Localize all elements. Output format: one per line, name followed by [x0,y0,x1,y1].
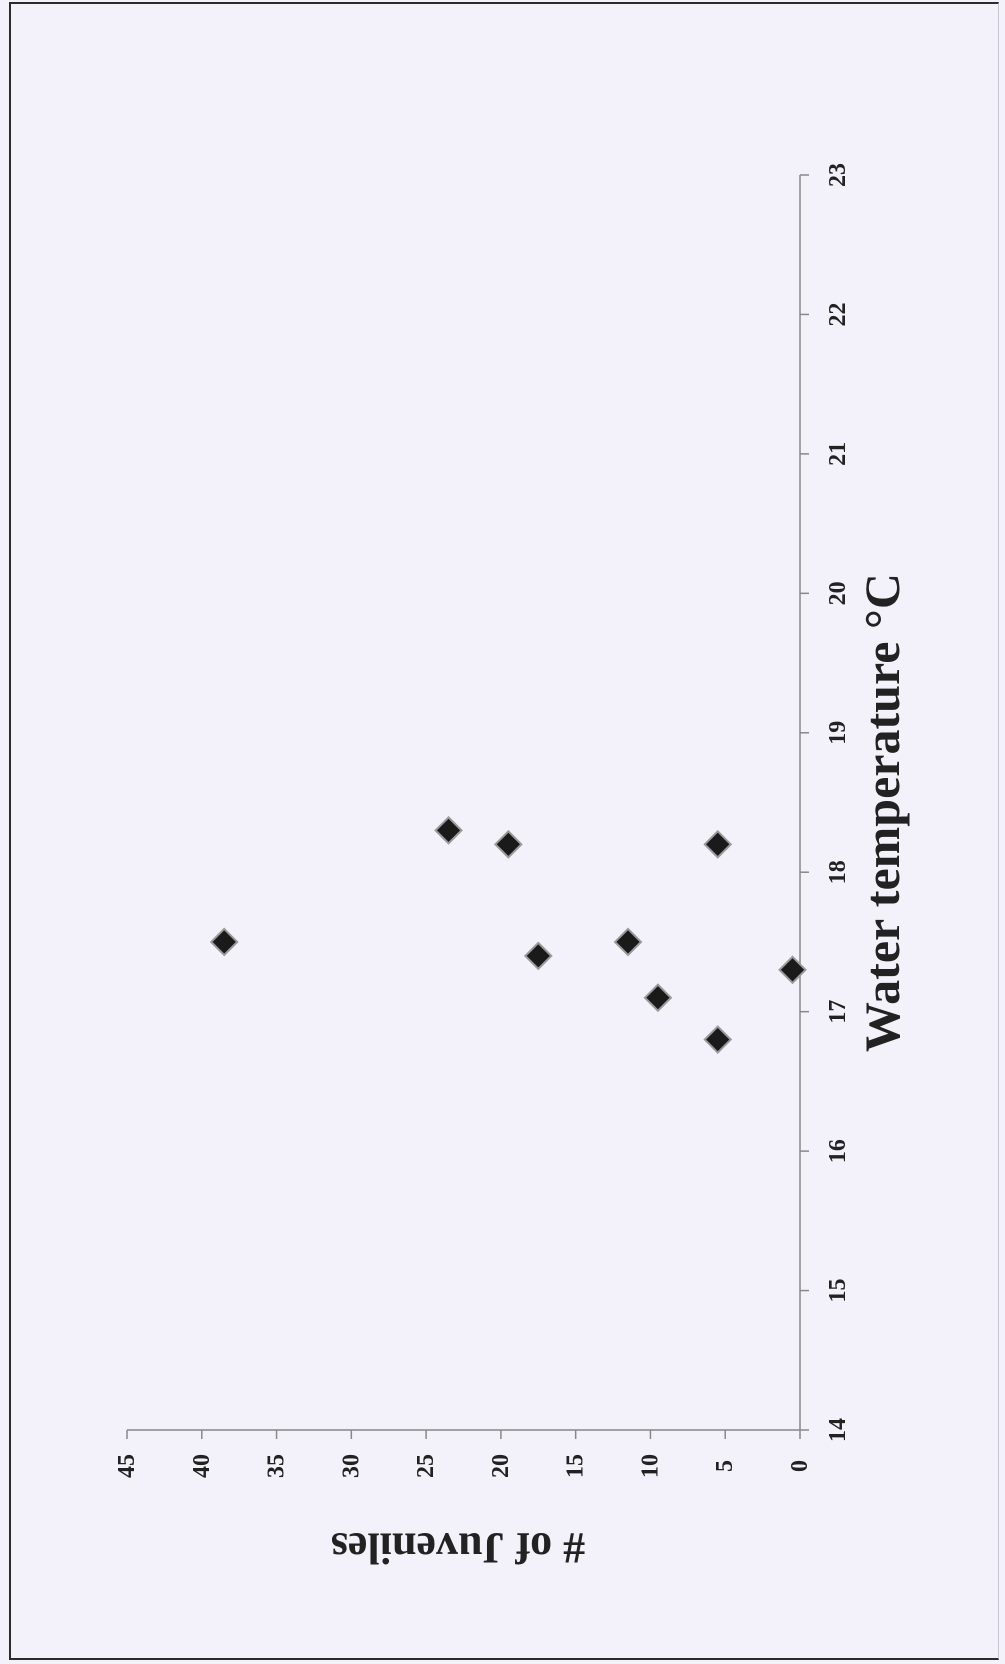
x-tick-label: 19 [825,721,851,745]
x-tick-label: 15 [825,1279,851,1303]
x-tick-label: 16 [825,1139,851,1163]
data-point [643,983,673,1013]
y-tick-label: 5 [712,1460,738,1472]
x-tick-label: 23 [825,163,851,187]
x-tick-label: 14 [825,1418,851,1442]
y-tick-label: 35 [264,1454,290,1478]
ticks: 14 15 16 17 18 19 20 21 22 23 0 5 10 15 20 25 30 35 40 45 [114,163,851,1478]
x-tick-label: 18 [825,860,851,884]
data-point [493,829,523,859]
y-tick-label: 45 [114,1454,140,1478]
data-point [523,941,553,971]
x-tick-label: 20 [825,581,851,605]
y-tick-label: 20 [488,1454,514,1478]
y-tick-label: 15 [563,1454,589,1478]
y-tick-label: 10 [637,1454,663,1478]
x-tick-label: 17 [825,1000,851,1024]
data-point [778,955,807,985]
data-point [209,927,239,957]
x-tick-label: 21 [825,442,851,466]
y-axis-title: # of Juveniles [331,1524,585,1573]
y-tick-label: 40 [189,1454,215,1478]
data-point [703,829,733,859]
y-tick-label: 0 [787,1460,813,1472]
axes [127,175,801,1431]
data-points [209,815,807,1054]
x-tick-label: 22 [825,302,851,326]
y-tick-label: 30 [338,1454,364,1478]
data-point [703,1025,733,1054]
y-tick-label: 25 [413,1454,439,1478]
x-axis-title: Water temperature °C [854,573,910,1052]
chart-frame [9,2,999,1660]
data-point [613,927,643,957]
data-point [434,815,463,845]
